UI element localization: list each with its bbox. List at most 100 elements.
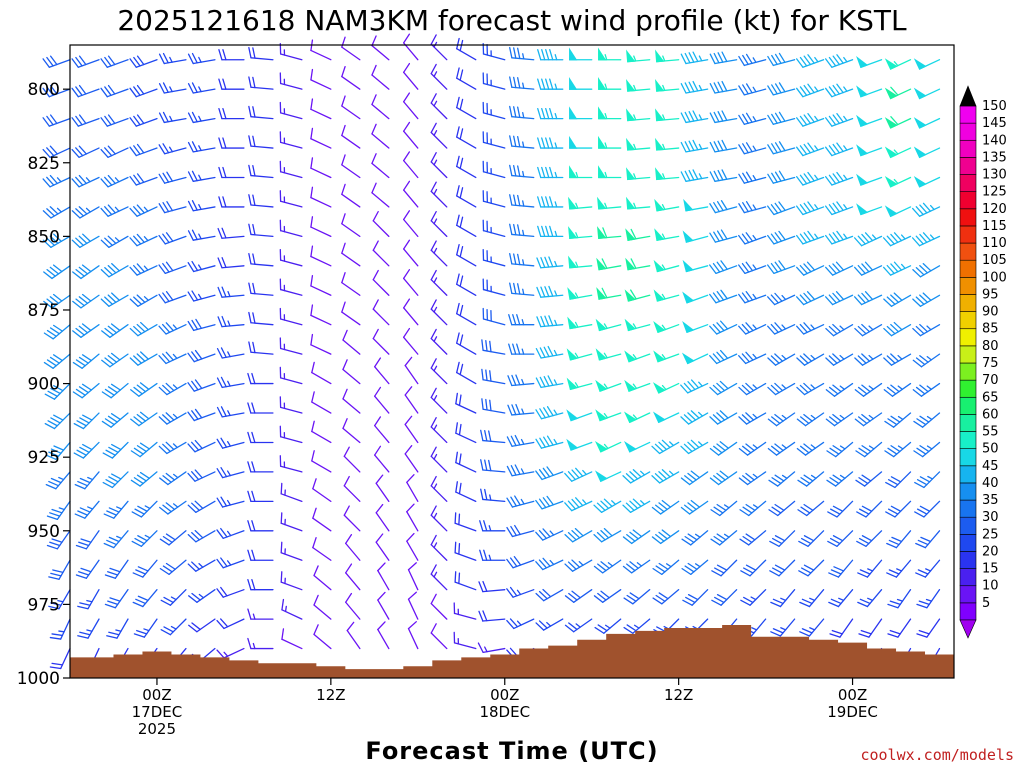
wind-barb [680, 379, 709, 394]
wind-barb [595, 348, 622, 361]
wind-barb [623, 589, 651, 605]
wind-barb [882, 232, 912, 247]
chart-title: 2025121618 NAM3KM forecast wind profile … [117, 4, 907, 37]
wind-barb [158, 382, 187, 396]
wind-barb [248, 105, 274, 120]
wind-barb [133, 618, 158, 638]
wind-barb [71, 174, 100, 188]
wind-barb [594, 440, 622, 453]
colorbar-tick-label: 35 [982, 493, 999, 508]
wind-barb [769, 530, 796, 547]
wind-barb [216, 496, 245, 508]
wind-barb [856, 203, 883, 216]
wind-barb [884, 58, 912, 70]
wind-barb [680, 470, 709, 486]
wind-barb [430, 122, 448, 149]
wind-barb [430, 93, 448, 120]
wind-barb [217, 227, 245, 239]
wind-barb [738, 471, 767, 486]
colorbar-segment [959, 448, 977, 467]
wind-barb [509, 135, 535, 149]
wind-barb [506, 495, 535, 508]
wind-barb [652, 382, 680, 394]
wind-barb [44, 382, 71, 400]
wind-barb [430, 593, 448, 620]
wind-barb [100, 204, 129, 217]
wind-barb [310, 157, 332, 179]
wind-barb [740, 589, 767, 606]
wind-barb [453, 631, 477, 650]
x-tick-label: 19DEC [827, 703, 878, 721]
wind-barb [711, 589, 738, 606]
wind-barb [310, 274, 332, 296]
wind-barb [796, 261, 825, 276]
wind-barb [158, 201, 187, 214]
wind-barb [130, 471, 158, 487]
wind-barb [626, 167, 651, 181]
wind-barb [280, 541, 303, 561]
wind-barb [625, 228, 651, 241]
wind-barb [739, 500, 767, 517]
wind-barb [593, 559, 622, 574]
wind-barb [856, 144, 883, 157]
wind-barb [158, 52, 187, 65]
wind-barb [281, 598, 303, 620]
wind-barb [683, 198, 709, 212]
wind-barb [856, 173, 883, 186]
wind-barb [430, 299, 448, 326]
wind-barb [77, 589, 100, 610]
wind-barb [406, 474, 419, 502]
wind-barb [622, 559, 651, 574]
wind-barb [912, 353, 941, 368]
wind-barb [104, 559, 129, 579]
wind-barb [739, 530, 767, 546]
wind-barb [430, 34, 448, 61]
colorbar-tick-label: 25 [982, 527, 999, 542]
wind-barb [217, 257, 245, 269]
wind-barb [595, 318, 622, 332]
wind-barb [158, 171, 187, 184]
wind-barb [598, 106, 622, 120]
colorbar-tick-label: 70 [982, 373, 999, 388]
wind-barb [796, 83, 825, 98]
wind-barb [482, 131, 506, 149]
wind-barb [374, 386, 390, 414]
wind-barb [129, 294, 158, 307]
wind-barb [681, 530, 709, 546]
wind-barb [454, 571, 477, 591]
wind-barb [652, 559, 680, 576]
x-tick-label: 00Z [490, 686, 519, 704]
colorbar-segment [959, 465, 977, 484]
wind-barb [129, 233, 158, 247]
wind-barb [680, 499, 709, 515]
wind-barb [738, 291, 767, 304]
wind-barb [854, 261, 883, 276]
colorbar-tick-label: 110 [982, 236, 1007, 251]
plot-frame [69, 44, 955, 679]
wind-barb [377, 562, 390, 591]
wind-barb [854, 323, 883, 337]
wind-barb [311, 420, 332, 444]
wind-barb [279, 307, 303, 326]
wind-barb [103, 500, 129, 519]
wind-barb [479, 549, 506, 561]
wind-barb [884, 175, 912, 188]
wind-barb [71, 206, 100, 219]
wind-barb [49, 618, 71, 640]
wind-barb [482, 278, 506, 296]
wind-barb [508, 343, 535, 355]
wind-barb [622, 529, 651, 545]
wind-barb [216, 376, 245, 389]
wind-barb [680, 439, 709, 455]
wind-barb [158, 111, 187, 124]
colorbar-segment [959, 482, 977, 501]
wind-barb [855, 471, 883, 487]
wind-barb [311, 450, 332, 473]
wind-barb [72, 323, 100, 338]
wind-barb [509, 282, 535, 296]
wind-barb [48, 559, 71, 580]
wind-barb [216, 467, 245, 479]
wind-barb [377, 591, 390, 620]
wind-barb [709, 80, 738, 94]
wind-barb [218, 166, 245, 179]
